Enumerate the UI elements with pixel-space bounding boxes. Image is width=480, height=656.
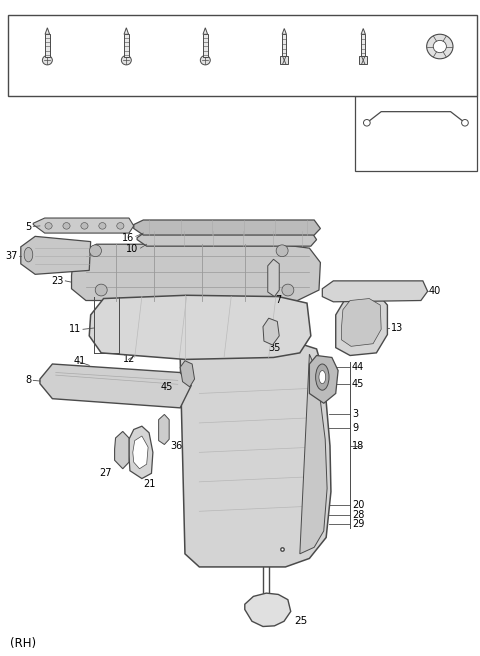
Text: 32: 32 — [356, 82, 370, 92]
Polygon shape — [45, 28, 49, 34]
Polygon shape — [310, 356, 338, 403]
Polygon shape — [268, 259, 279, 297]
Text: 41: 41 — [73, 356, 86, 366]
Ellipse shape — [63, 222, 70, 229]
Text: 24: 24 — [119, 82, 133, 92]
Ellipse shape — [319, 371, 325, 384]
Polygon shape — [158, 415, 169, 445]
Polygon shape — [21, 236, 91, 274]
Text: 34: 34 — [409, 159, 422, 169]
Polygon shape — [180, 361, 194, 387]
Text: 12: 12 — [123, 354, 135, 365]
Text: 11: 11 — [69, 324, 81, 335]
Text: 7: 7 — [275, 295, 281, 305]
Polygon shape — [300, 354, 327, 554]
Ellipse shape — [276, 245, 288, 256]
Text: 31: 31 — [277, 82, 291, 92]
Ellipse shape — [121, 56, 132, 65]
Bar — [282, 34, 287, 56]
Polygon shape — [137, 231, 317, 246]
Ellipse shape — [427, 34, 453, 59]
Text: 35: 35 — [269, 342, 281, 353]
Text: 29: 29 — [352, 520, 364, 529]
Bar — [355, 96, 477, 171]
Polygon shape — [89, 295, 311, 359]
Text: 13: 13 — [391, 323, 403, 333]
Ellipse shape — [89, 245, 101, 256]
Polygon shape — [129, 426, 153, 479]
Polygon shape — [341, 298, 381, 346]
Polygon shape — [124, 28, 129, 34]
Polygon shape — [33, 218, 134, 233]
Polygon shape — [336, 292, 387, 356]
Text: 40: 40 — [429, 286, 441, 297]
Text: (RH): (RH) — [10, 637, 36, 650]
Text: 18: 18 — [352, 441, 364, 451]
Text: 44: 44 — [352, 362, 364, 372]
Text: 9: 9 — [352, 422, 358, 432]
Polygon shape — [245, 593, 291, 626]
Ellipse shape — [282, 284, 294, 296]
Ellipse shape — [95, 284, 107, 296]
Polygon shape — [263, 318, 279, 345]
Ellipse shape — [200, 56, 210, 65]
Text: 16: 16 — [121, 233, 134, 243]
Text: 30: 30 — [198, 82, 212, 92]
Text: 3: 3 — [352, 409, 358, 419]
Text: 10: 10 — [126, 245, 139, 255]
Polygon shape — [282, 28, 287, 34]
Text: 23: 23 — [51, 276, 64, 286]
Text: 28: 28 — [352, 510, 364, 520]
Ellipse shape — [433, 41, 446, 52]
Bar — [203, 34, 207, 56]
Text: 27: 27 — [99, 468, 112, 478]
Text: 21: 21 — [144, 479, 156, 489]
Polygon shape — [203, 28, 207, 34]
Polygon shape — [134, 220, 321, 235]
Text: 45: 45 — [161, 382, 173, 392]
Ellipse shape — [363, 119, 370, 126]
Bar — [359, 56, 368, 64]
Ellipse shape — [117, 222, 124, 229]
Polygon shape — [180, 341, 331, 567]
Ellipse shape — [24, 247, 33, 262]
Text: 45: 45 — [352, 379, 364, 388]
Ellipse shape — [45, 222, 52, 229]
Bar — [361, 34, 365, 56]
Text: 33: 33 — [433, 82, 447, 92]
Text: 37: 37 — [5, 251, 17, 261]
Bar — [45, 34, 49, 56]
Polygon shape — [40, 364, 191, 408]
Ellipse shape — [99, 222, 106, 229]
Polygon shape — [133, 436, 148, 469]
Text: 8: 8 — [25, 375, 32, 385]
Ellipse shape — [316, 364, 329, 390]
Polygon shape — [115, 432, 129, 469]
Bar — [8, 15, 477, 96]
Text: 20: 20 — [352, 500, 364, 510]
Text: 5: 5 — [25, 222, 32, 232]
Bar — [124, 34, 129, 56]
Polygon shape — [323, 281, 428, 302]
Ellipse shape — [462, 119, 468, 126]
Text: 2: 2 — [44, 82, 51, 92]
Polygon shape — [361, 28, 365, 34]
Ellipse shape — [81, 222, 88, 229]
Bar — [280, 56, 288, 64]
Text: 36: 36 — [170, 441, 183, 451]
Ellipse shape — [42, 56, 52, 65]
Text: 25: 25 — [294, 616, 307, 626]
Polygon shape — [72, 244, 321, 300]
